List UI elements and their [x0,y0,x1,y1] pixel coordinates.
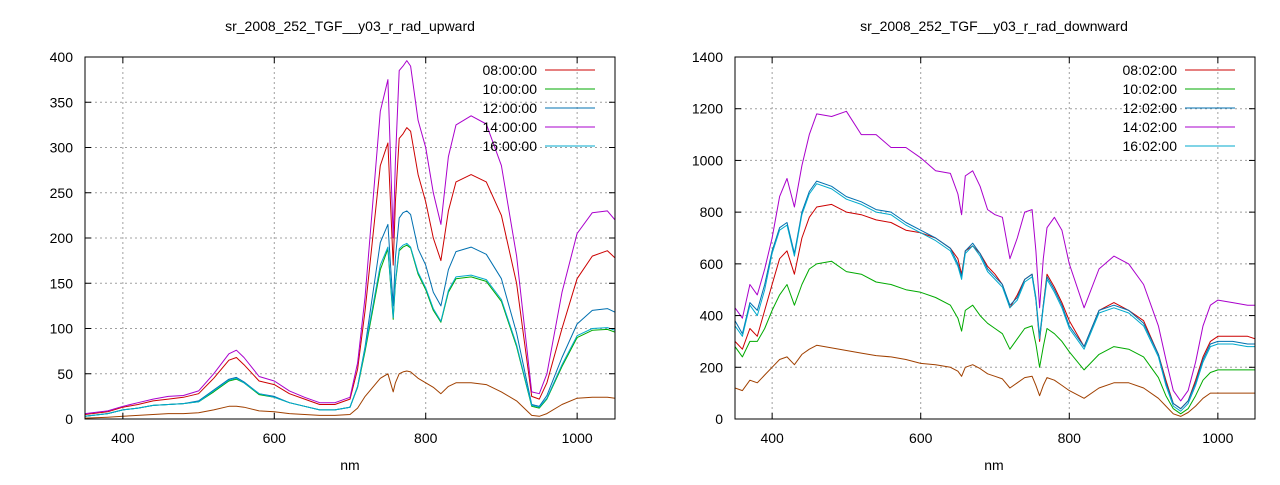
upward-series-line-2 [85,210,615,417]
upward-x-tick-label: 400 [111,430,135,446]
downward-plot-border [734,56,1256,420]
upward-series-line-5 [85,370,615,419]
upward-chart-title: sr_2008_252_TGF__y03_r_rad_upward [225,18,475,34]
downward-legend-label: 16:02:00 [1123,138,1178,154]
downward-y-tick-label: 1000 [692,152,723,168]
upward-series-line-4 [85,242,615,417]
downward-x-tick-label: 600 [909,430,933,446]
upward-series-group [85,60,615,419]
upward-x-tick-label: 600 [263,430,287,446]
downward-legend-label: 10:02:00 [1123,81,1178,97]
upward-legend-label: 10:00:00 [483,81,538,97]
downward-y-tick-label: 800 [700,204,724,220]
downward-chart: sr_2008_252_TGF__y03_r_rad_downward nm 4… [692,18,1256,473]
upward-y-tick-label: 400 [50,49,74,65]
downward-series-line-0 [735,203,1255,410]
downward-legend-label: 08:02:00 [1123,62,1178,78]
downward-y-tick-label: 1200 [692,101,723,117]
upward-y-tick-label: 300 [50,140,74,156]
downward-x-tick-label: 400 [760,430,784,446]
upward-y-tick-label: 250 [50,185,74,201]
upward-chart: sr_2008_252_TGF__y03_r_rad_upward nm 400… [50,18,616,473]
upward-legend-label: 08:00:00 [483,62,538,78]
upward-series-line-3 [85,60,615,415]
downward-y-tick-label: 600 [700,256,724,272]
downward-series-line-5 [735,344,1255,417]
downward-series-line-2 [735,180,1255,410]
upward-chart-xlabel: nm [340,457,359,473]
upward-legend-label: 12:00:00 [483,100,538,116]
upward-legend-label: 16:00:00 [483,138,538,154]
upward-legend-label: 14:00:00 [483,119,538,135]
downward-y-tick-label: 1400 [692,49,723,65]
upward-plot-area: 400 600 800 1000 0 50 100 150 200 250 300 350 400 08:… [50,49,616,446]
upward-x-tick-label: 800 [414,430,438,446]
downward-series-line-4 [735,183,1255,412]
downward-chart-title: sr_2008_252_TGF__y03_r_rad_downward [860,18,1128,34]
downward-y-tick-label: 0 [715,411,723,427]
downward-series-line-1 [735,260,1255,415]
downward-y-tick-label: 200 [700,359,724,375]
upward-y-tick-label: 200 [50,230,74,246]
downward-plot-area: 400 600 800 1000 0 200 400 600 800 1000 1200 1400 08… [692,49,1256,446]
upward-y-tick-label: 0 [65,411,73,427]
upward-series-line-0 [85,127,615,415]
downward-series-group [735,110,1255,417]
downward-series-line-3 [735,110,1255,402]
downward-legend-label: 12:02:00 [1123,100,1178,116]
downward-x-tick-label: 800 [1058,430,1082,446]
downward-x-tick-label: 1000 [1202,430,1233,446]
upward-y-tick-label: 50 [57,366,73,382]
upward-y-tick-label: 150 [50,275,74,291]
upward-y-tick-label: 100 [50,321,74,337]
upward-series-line-1 [85,244,615,417]
upward-y-tick-label: 350 [50,94,74,110]
downward-y-tick-label: 400 [700,308,724,324]
downward-legend-label: 14:02:00 [1123,119,1178,135]
upward-x-tick-label: 1000 [562,430,593,446]
downward-chart-xlabel: nm [984,457,1003,473]
